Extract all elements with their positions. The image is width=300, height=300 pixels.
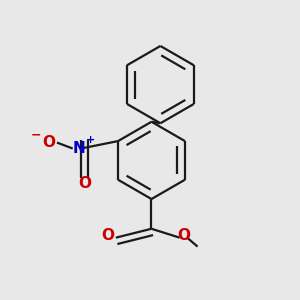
Text: N: N <box>72 141 85 156</box>
Text: −: − <box>31 129 41 142</box>
Text: O: O <box>78 176 91 191</box>
Text: O: O <box>177 228 190 243</box>
Text: O: O <box>101 228 114 243</box>
Text: +: + <box>86 135 95 145</box>
Text: O: O <box>42 135 56 150</box>
